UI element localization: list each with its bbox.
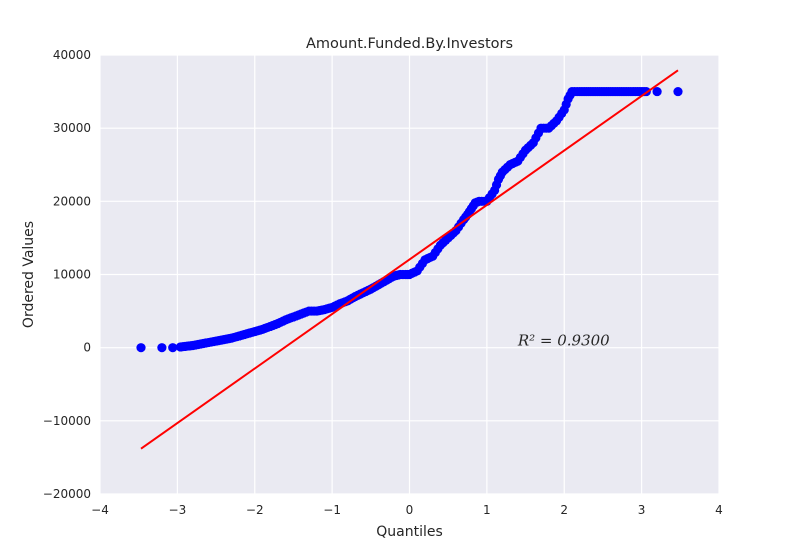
chart-title: Amount.Funded.By.Investors bbox=[306, 36, 513, 52]
y-tick-label: 30000 bbox=[53, 121, 91, 135]
x-tick-label: −2 bbox=[246, 503, 264, 517]
y-tick-label: −20000 bbox=[43, 487, 91, 501]
y-tick-label: −10000 bbox=[43, 414, 91, 428]
r-squared-annotation: R² = 0.9300 bbox=[517, 331, 610, 349]
grid-lines bbox=[99, 54, 720, 495]
x-tick-label: 2 bbox=[560, 503, 568, 517]
data-point bbox=[652, 86, 662, 97]
y-tick-label: 0 bbox=[83, 341, 91, 355]
y-tick-label: 20000 bbox=[53, 194, 91, 208]
data-point bbox=[136, 343, 146, 353]
fit-line bbox=[140, 69, 679, 450]
x-tick-labels: −4 −3 −2 −1 0 1 2 3 4 bbox=[91, 503, 723, 517]
x-tick-label: 0 bbox=[406, 503, 414, 517]
x-tick-label: 3 bbox=[638, 503, 646, 517]
x-tick-label: 1 bbox=[483, 503, 491, 517]
data-point bbox=[673, 86, 683, 97]
data-point bbox=[168, 343, 178, 353]
y-tick-labels: −20000 −10000 0 10000 20000 30000 40000 bbox=[43, 48, 91, 501]
y-axis-label: Ordered Values bbox=[21, 221, 37, 328]
y-tick-label: 40000 bbox=[53, 48, 91, 62]
x-tick-label: 4 bbox=[715, 503, 723, 517]
x-axis-label: Quantiles bbox=[376, 524, 443, 540]
data-points bbox=[136, 86, 683, 353]
x-tick-label: −3 bbox=[169, 503, 187, 517]
x-tick-label: −4 bbox=[91, 503, 109, 517]
y-tick-label: 10000 bbox=[53, 268, 91, 282]
x-tick-label: −1 bbox=[323, 503, 341, 517]
data-point bbox=[157, 343, 167, 353]
